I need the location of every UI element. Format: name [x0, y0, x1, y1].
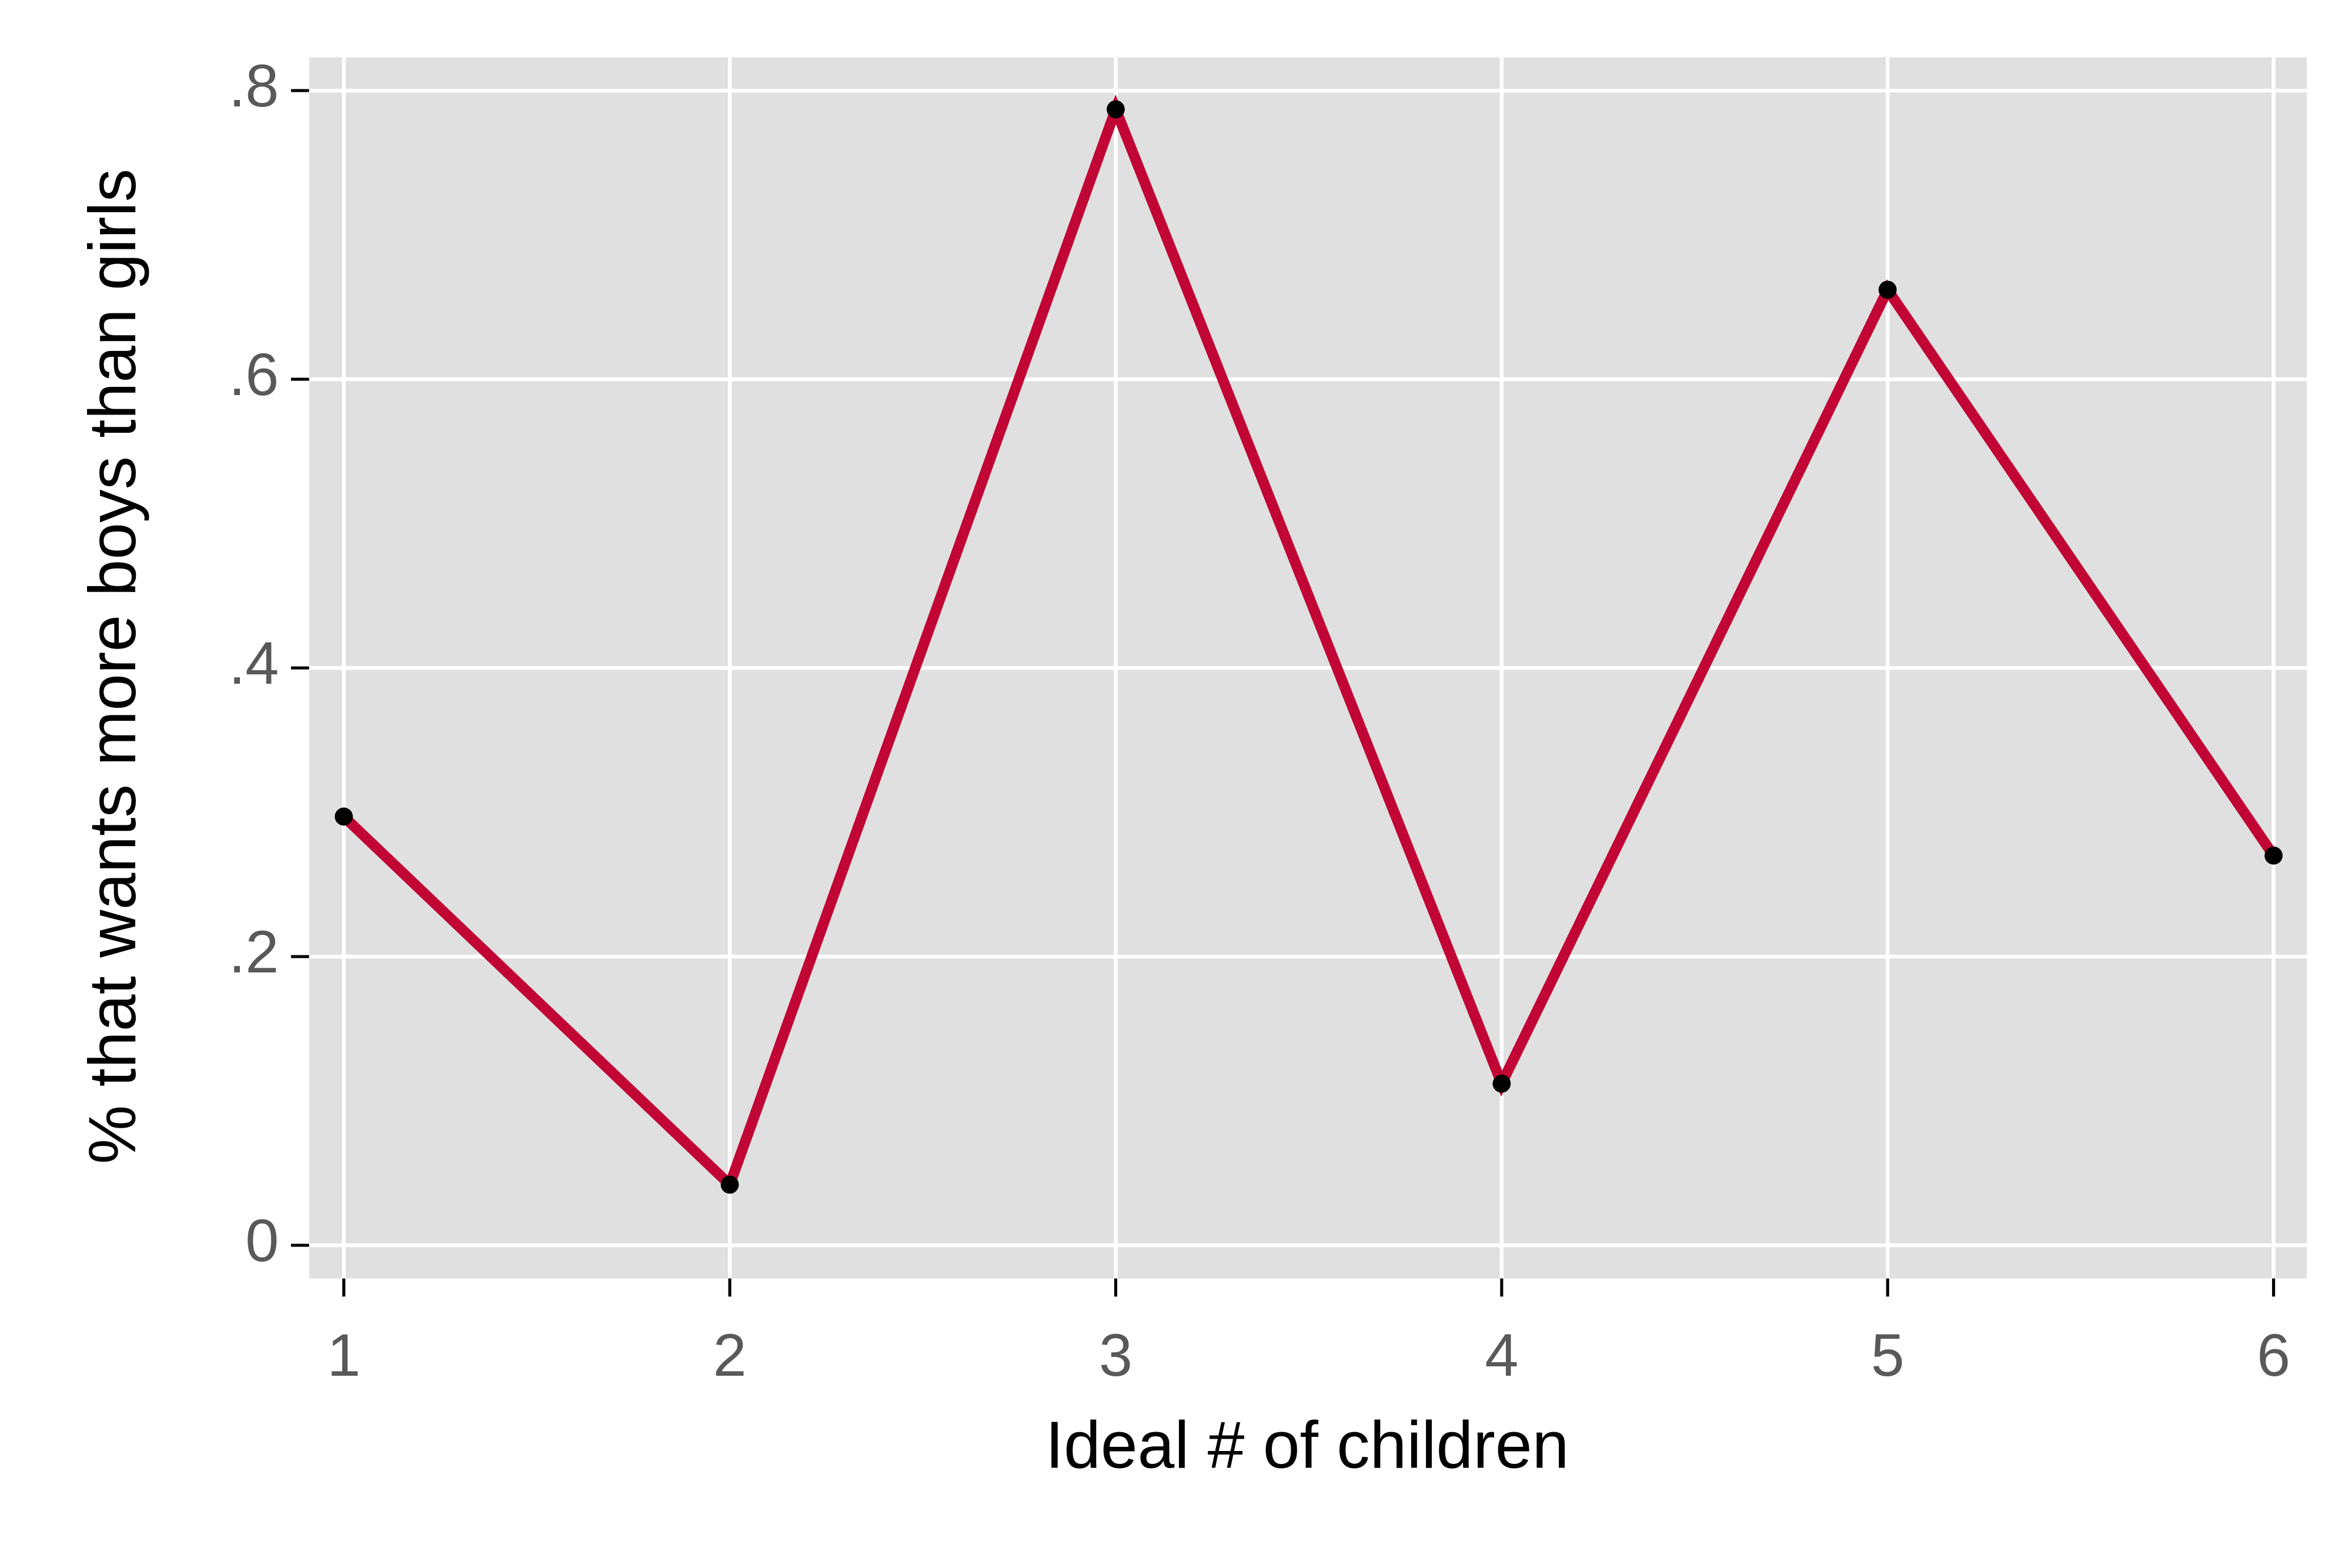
data-point [335, 807, 353, 826]
x-tick-label: 2 [713, 1321, 747, 1389]
y-tick-label: .8 [229, 52, 279, 119]
y-tick-label: .4 [229, 629, 279, 697]
y-axis-title: % that wants more boys than girls [75, 169, 149, 1164]
y-tick-label: 0 [245, 1206, 279, 1274]
y-tick-label: .6 [229, 340, 279, 408]
x-tick-label: 1 [327, 1321, 360, 1389]
data-point [1107, 100, 1125, 119]
x-tick-label: 5 [1871, 1321, 1905, 1389]
data-line [340, 94, 2278, 1194]
data-point [2264, 846, 2283, 865]
data-point [1492, 1074, 1511, 1093]
x-tick-label: 4 [1485, 1321, 1518, 1389]
y-tick-label: .2 [229, 918, 279, 985]
data-point [720, 1175, 739, 1194]
x-axis-title: Ideal # of children [1045, 1408, 1569, 1482]
x-tick-label: 3 [1099, 1321, 1132, 1389]
x-tick-label: 6 [2257, 1321, 2290, 1389]
data-point [1878, 280, 1897, 299]
